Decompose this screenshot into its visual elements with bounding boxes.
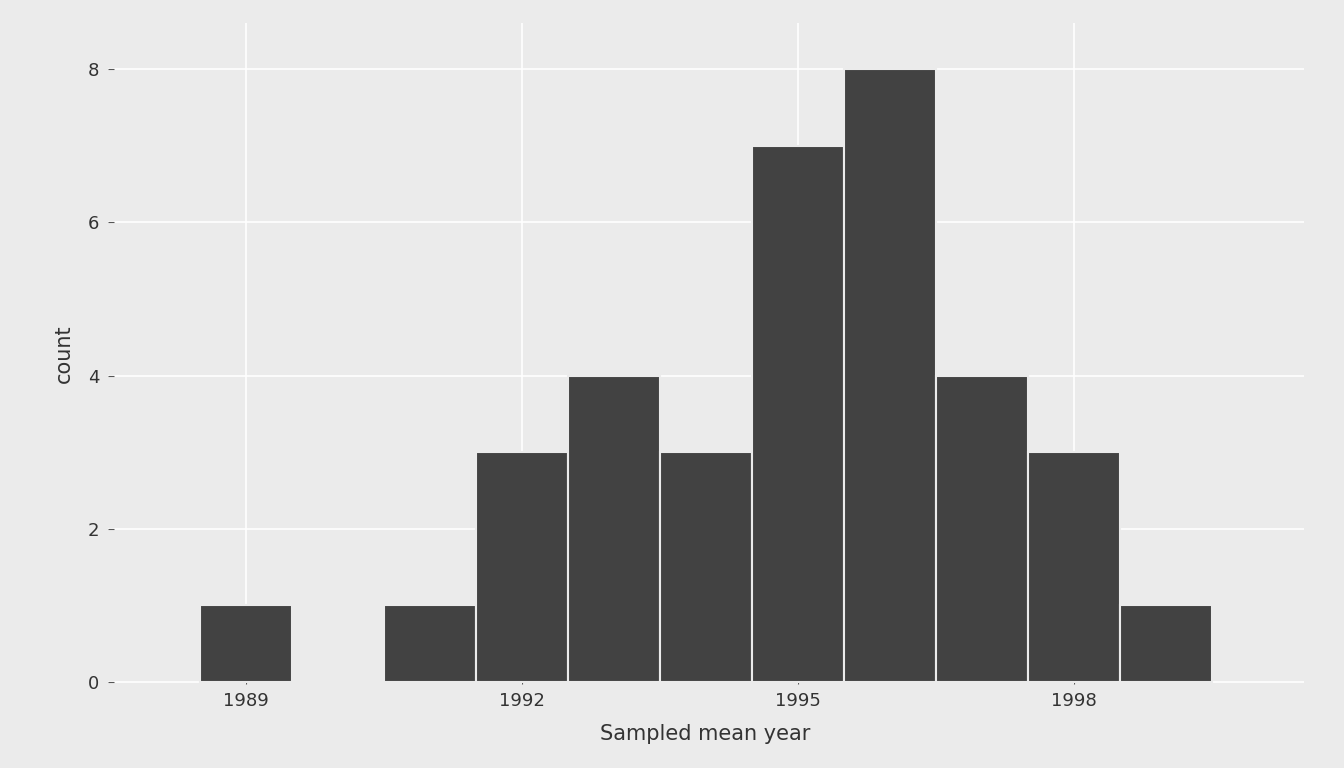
Bar [935,376,1028,682]
Bar [567,376,660,682]
Bar [844,69,935,682]
Bar [476,452,567,682]
Bar [199,605,292,682]
X-axis label: Sampled mean year: Sampled mean year [601,723,810,743]
Bar [660,452,751,682]
Bar [383,605,476,682]
Y-axis label: count: count [54,324,74,382]
Bar [1028,452,1120,682]
Bar [751,146,844,682]
Bar [1120,605,1212,682]
